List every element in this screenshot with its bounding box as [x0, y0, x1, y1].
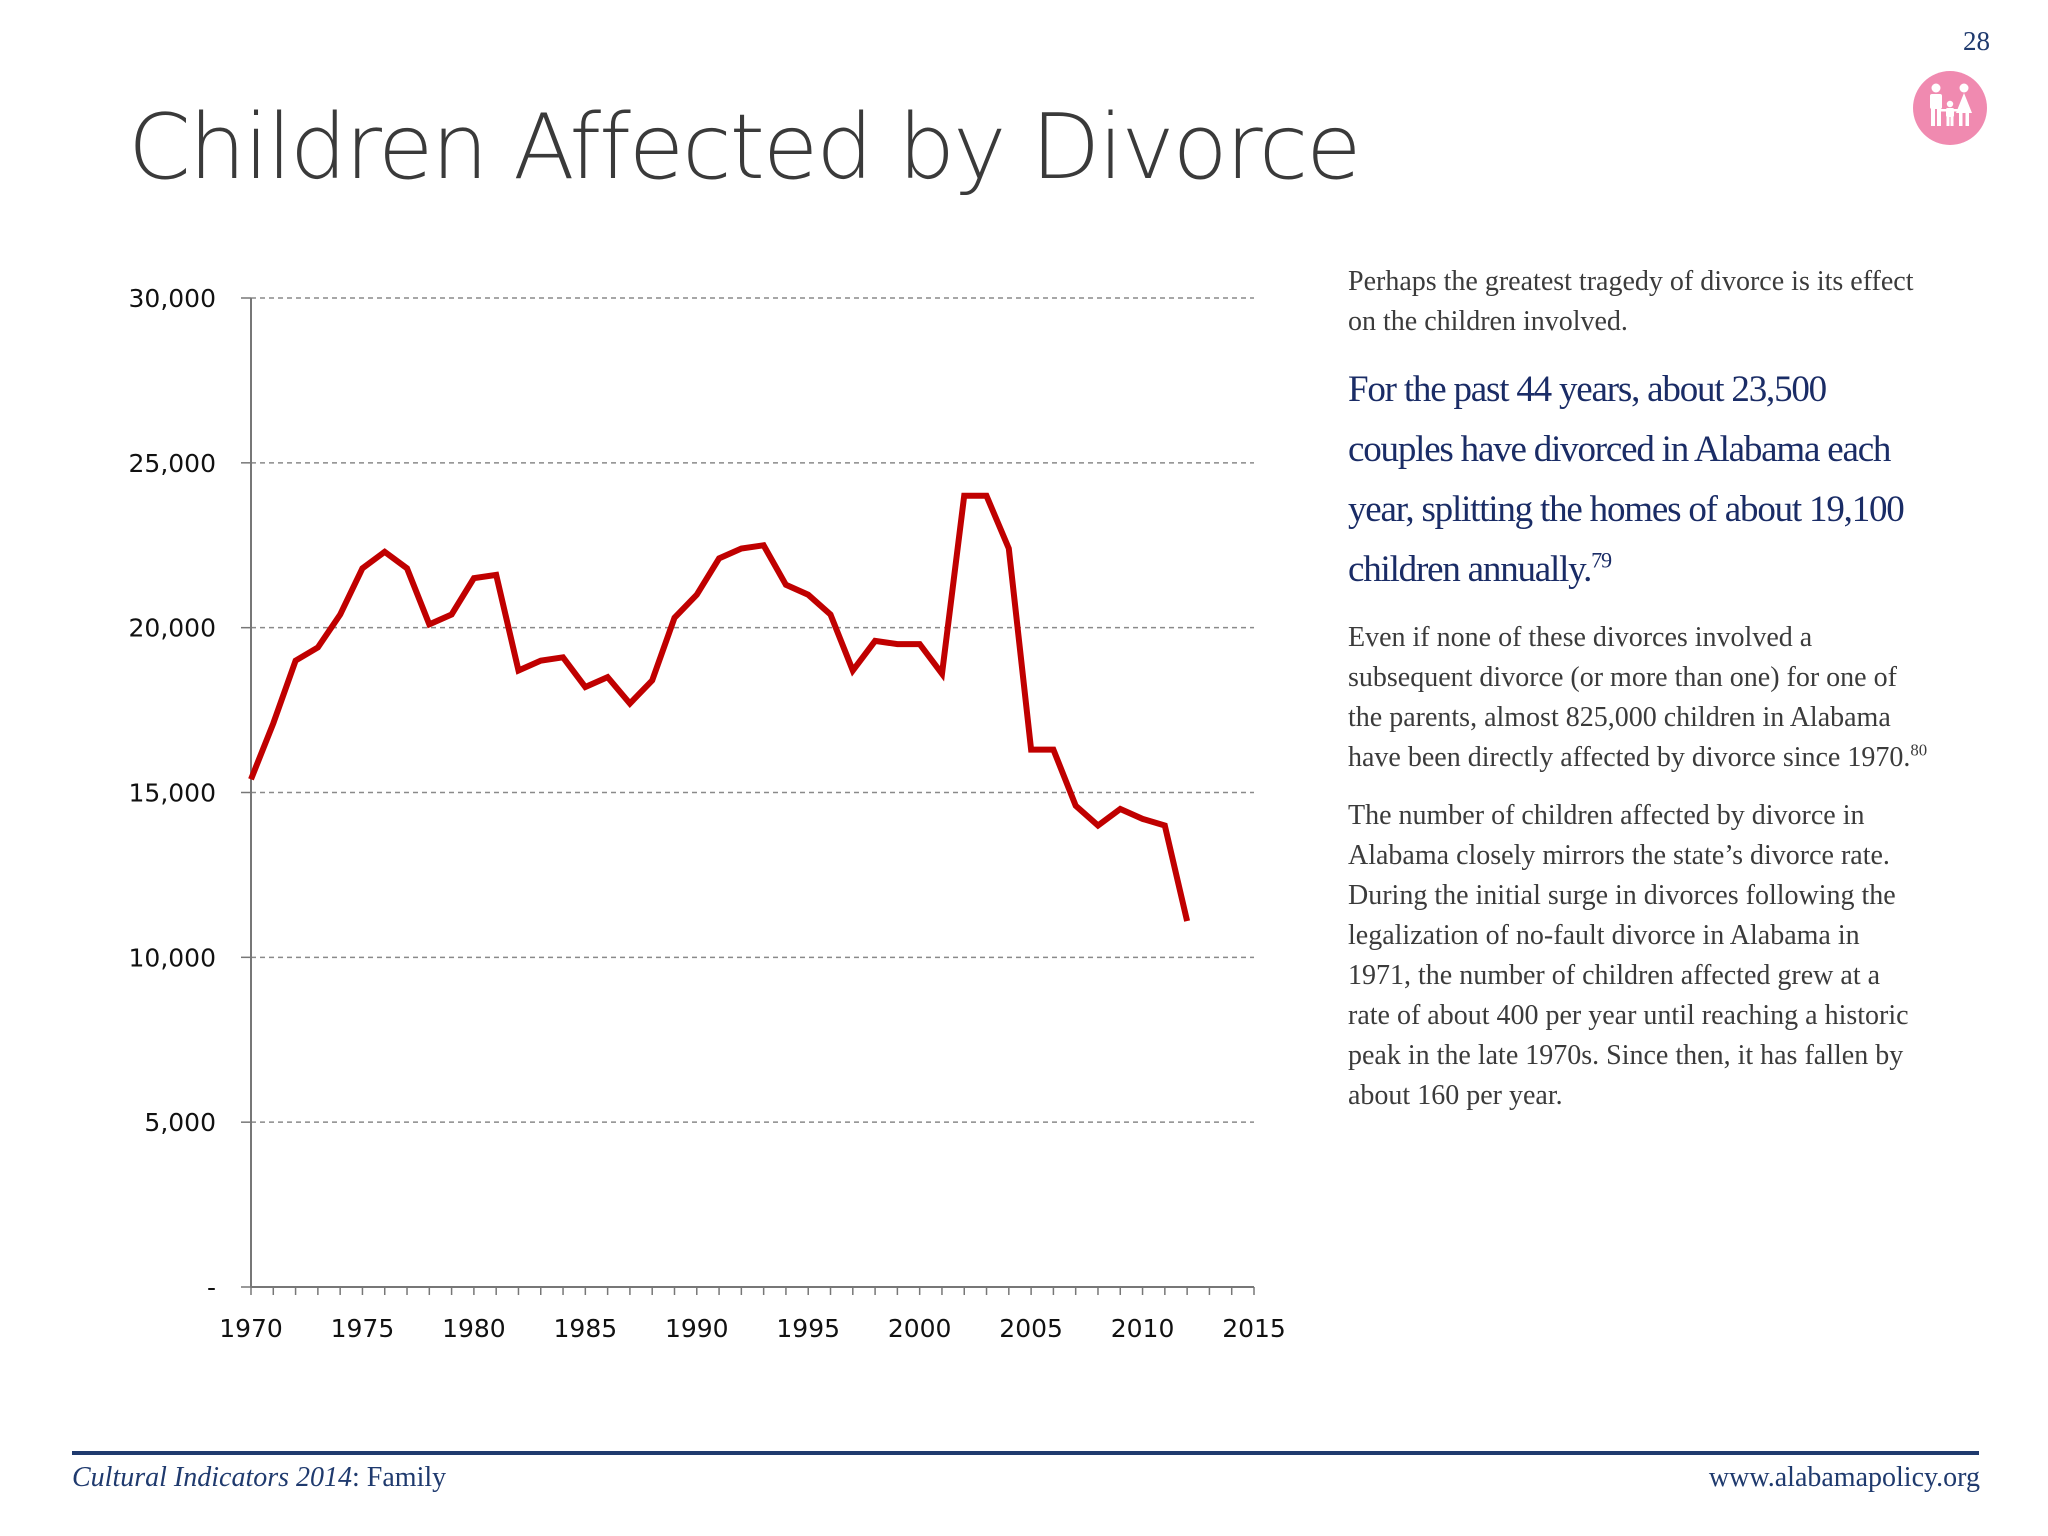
x-tick-label: 1995 [776, 1314, 840, 1343]
x-tick-label: 1980 [442, 1314, 506, 1343]
x-tick-label: 1970 [219, 1314, 283, 1343]
page-title: Children Affected by Divorce [128, 95, 1362, 200]
x-tick-label: 1990 [665, 1314, 729, 1343]
y-tick-label: 25,000 [129, 449, 216, 478]
footer-publication-title: Cultural Indicators 2014 [72, 1462, 353, 1493]
callout-paragraph: For the past 44 years, about 23,500 coup… [1348, 360, 1928, 600]
x-tick-label: 2010 [1111, 1314, 1175, 1343]
footer-website: www.alabamapolicy.org [1708, 1462, 1980, 1493]
callout-text: For the past 44 years, about 23,500 coup… [1348, 369, 1905, 590]
x-tick-label: 1975 [331, 1314, 395, 1343]
intro-text: Perhaps the greatest tragedy of divorce … [1348, 266, 1914, 337]
y-tick-label: 10,000 [129, 943, 216, 972]
x-tick-label: 1985 [554, 1314, 618, 1343]
x-tick-label: 2000 [888, 1314, 952, 1343]
x-tick-label: 2015 [1222, 1314, 1286, 1343]
footnote-ref-80: 80 [1910, 740, 1928, 760]
text-column: Perhaps the greatest tragedy of divorce … [1348, 262, 1928, 1134]
intro-paragraph: Perhaps the greatest tragedy of divorce … [1348, 262, 1928, 342]
chart: - 5,000 10,000 15,000 20,000 25,000 30,000 1970… [129, 284, 1286, 1343]
body-paragraph-1: Even if none of these divorces involved … [1348, 618, 1928, 778]
family-badge [1913, 71, 1987, 145]
footer-rule [72, 1451, 1979, 1455]
y-tick-label: 20,000 [129, 614, 216, 643]
family-icon [1930, 83, 1972, 126]
body-text-2: The number of children affected by divor… [1348, 800, 1909, 1111]
x-tick-label: 2005 [999, 1314, 1063, 1343]
body-paragraph-2: The number of children affected by divor… [1348, 796, 1928, 1116]
page-number: 28 [1963, 26, 1990, 56]
y-tick-label: 5,000 [144, 1108, 216, 1137]
body-text-1: Even if none of these divorces involved … [1348, 622, 1911, 773]
footer-publication-section: : Family [352, 1462, 447, 1493]
footnote-ref-79: 79 [1591, 547, 1612, 573]
series-line [248, 492, 1191, 922]
footer-publication: Cultural Indicators 2014: Family [72, 1462, 446, 1494]
line-chart: - 5,000 10,000 15,000 20,000 25,000 30,000 1970… [129, 284, 1286, 1343]
y-tick-label: 15,000 [129, 779, 216, 808]
y-tick-label: 30,000 [129, 284, 216, 313]
y-tick-label: - [207, 1273, 216, 1302]
